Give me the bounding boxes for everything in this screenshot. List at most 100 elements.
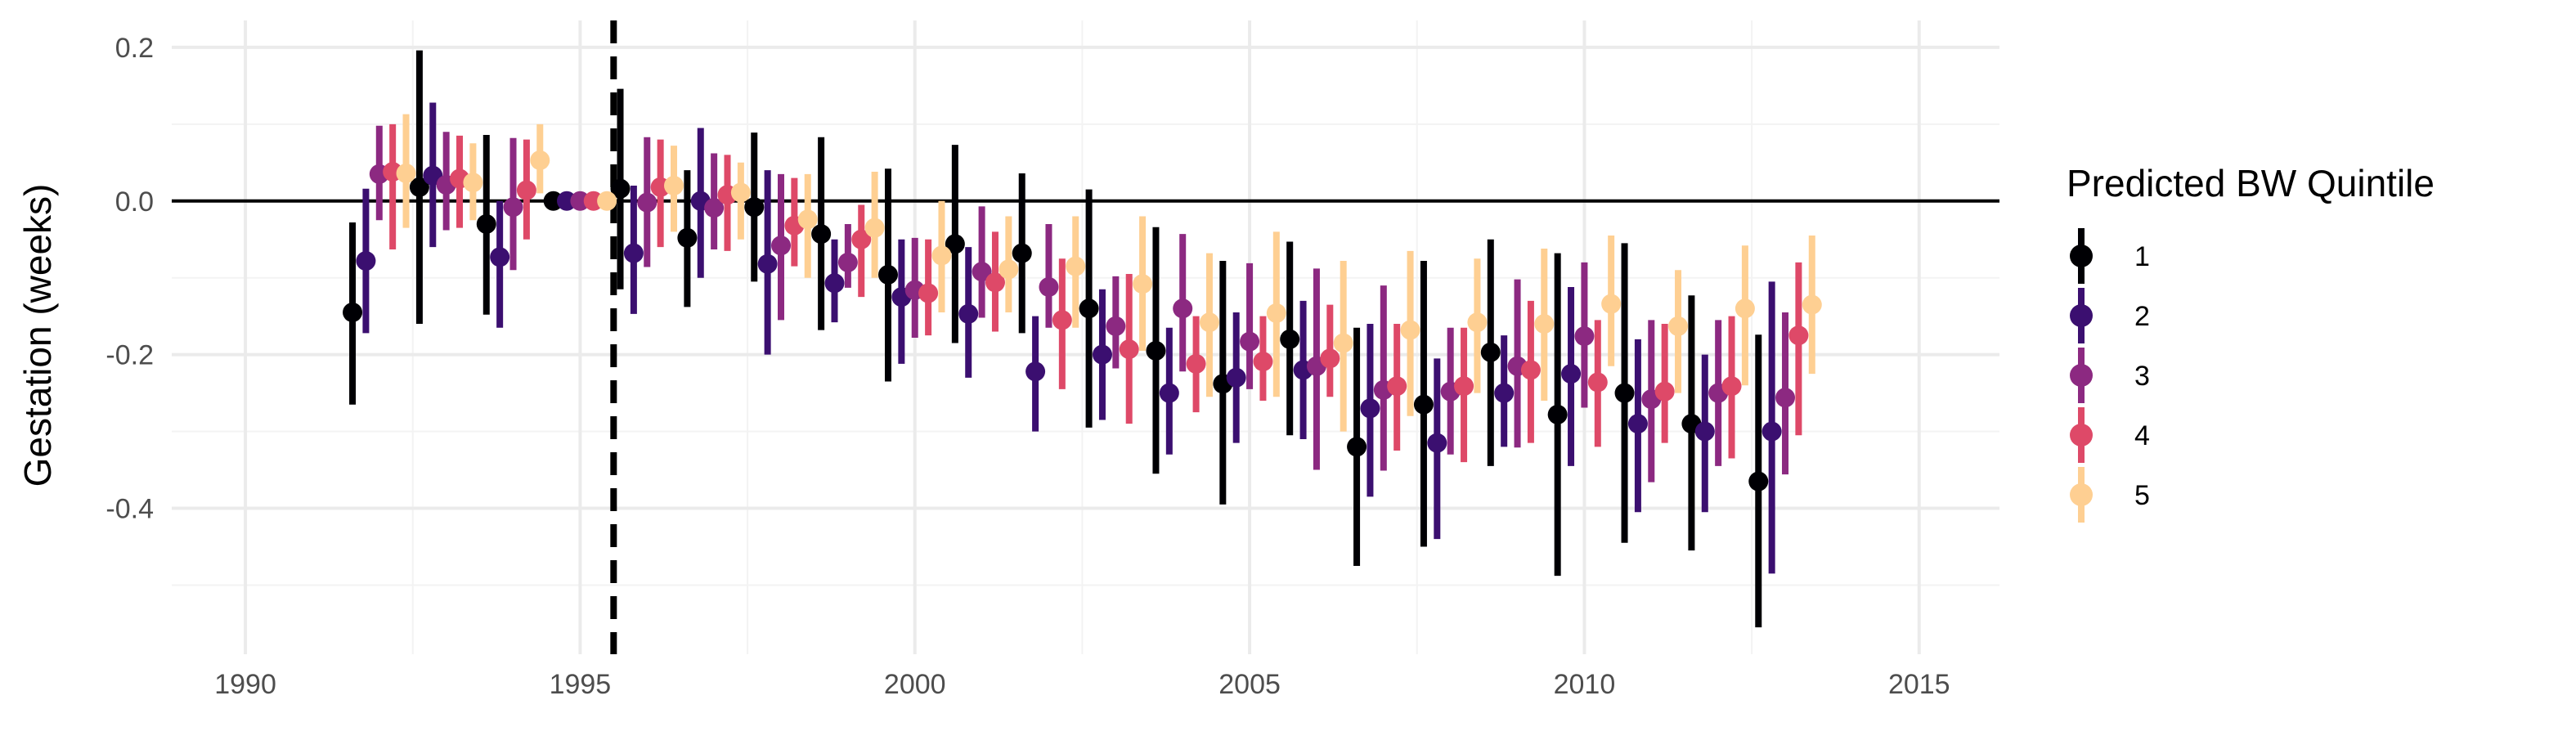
data-point xyxy=(1347,437,1367,457)
data-point xyxy=(999,259,1019,280)
legend-label: 1 xyxy=(2134,241,2150,272)
legend-label: 4 xyxy=(2134,420,2150,451)
data-point xyxy=(343,302,363,322)
data-point xyxy=(490,247,510,267)
data-point xyxy=(516,180,536,200)
data-point xyxy=(1400,320,1420,340)
data-point xyxy=(1802,294,1822,315)
data-point xyxy=(1079,298,1099,319)
data-point xyxy=(704,198,725,218)
data-point xyxy=(1614,383,1635,403)
data-point xyxy=(771,236,791,256)
data-point xyxy=(1494,383,1515,403)
data-point xyxy=(664,175,684,195)
y-tick-label: 0.0 xyxy=(115,186,154,218)
data-point xyxy=(530,150,550,170)
data-point xyxy=(1761,421,1782,442)
data-point xyxy=(1547,404,1568,424)
data-point xyxy=(476,213,496,234)
data-point xyxy=(597,191,617,211)
data-point xyxy=(1226,367,1246,388)
data-point xyxy=(1387,376,1407,397)
data-point xyxy=(958,303,979,324)
data-point xyxy=(1427,433,1447,453)
data-point xyxy=(918,283,939,303)
data-point xyxy=(1146,340,1166,361)
data-point xyxy=(985,272,1005,293)
y-tick-label: -0.2 xyxy=(105,340,154,371)
data-point xyxy=(1320,348,1340,369)
legend-key-point xyxy=(2070,483,2093,506)
data-point xyxy=(396,163,416,183)
series-1 xyxy=(343,50,1769,628)
x-tick-label: 2010 xyxy=(1554,669,1616,700)
data-point xyxy=(409,177,429,197)
data-point xyxy=(730,182,751,203)
data-point xyxy=(797,209,818,230)
data-point xyxy=(610,178,631,199)
y-axis-ticks: 0.2 0.0 -0.2 -0.4 xyxy=(105,33,154,525)
data-point xyxy=(623,243,644,263)
data-point xyxy=(1186,353,1206,374)
data-point xyxy=(637,192,657,213)
data-point xyxy=(972,262,992,282)
x-tick-label: 2015 xyxy=(1888,669,1950,700)
data-point xyxy=(824,273,845,294)
data-point xyxy=(356,251,376,272)
data-point xyxy=(1721,376,1742,397)
data-point xyxy=(1159,383,1179,403)
data-point xyxy=(931,245,952,266)
data-point xyxy=(1106,316,1126,336)
legend-label: 5 xyxy=(2134,480,2150,511)
data-point xyxy=(1694,421,1715,442)
data-point xyxy=(1280,329,1300,349)
reference-lines xyxy=(172,20,1999,654)
data-point xyxy=(1587,372,1608,393)
legend-item-3: 3 xyxy=(2070,348,2150,403)
data-point xyxy=(1467,312,1488,333)
data-point xyxy=(1480,342,1501,362)
data-point xyxy=(503,197,523,218)
legend-key-point xyxy=(2070,245,2093,267)
data-point xyxy=(1360,398,1380,419)
data-point xyxy=(1333,333,1353,353)
data-point xyxy=(1788,325,1809,346)
x-tick-label: 2000 xyxy=(884,669,946,700)
legend-key-point xyxy=(2070,424,2093,447)
legend-label: 3 xyxy=(2134,361,2150,392)
data-point xyxy=(1240,331,1260,352)
legend-key-point xyxy=(2070,304,2093,327)
data-point xyxy=(1039,276,1059,297)
data-point xyxy=(1601,294,1622,314)
legend: Predicted BW Quintile 1 2 3 4 5 xyxy=(2067,162,2435,523)
data-point xyxy=(1199,312,1219,333)
data-point xyxy=(1574,326,1595,347)
x-tick-label: 1995 xyxy=(550,669,612,700)
series-5 xyxy=(396,114,1822,432)
grid-lines xyxy=(172,20,1999,654)
data-point xyxy=(463,173,483,193)
data-point xyxy=(1735,298,1755,319)
data-point xyxy=(1266,303,1286,323)
y-axis-title: Gestation (weeks) xyxy=(16,184,59,487)
legend-title: Predicted BW Quintile xyxy=(2067,162,2435,204)
data-point xyxy=(1025,361,1046,382)
data-point xyxy=(837,252,858,272)
legend-item-4: 4 xyxy=(2070,407,2150,463)
data-point xyxy=(1253,352,1273,372)
data-point xyxy=(1627,414,1648,434)
data-point xyxy=(1748,471,1769,491)
x-tick-label: 2005 xyxy=(1218,669,1281,700)
legend-items: 1 2 3 4 5 xyxy=(2070,228,2150,523)
y-tick-label: -0.4 xyxy=(105,494,154,525)
data-point xyxy=(677,227,698,248)
legend-label: 2 xyxy=(2134,301,2150,332)
data-point xyxy=(744,197,765,218)
data-point xyxy=(1066,256,1086,276)
series-2 xyxy=(356,102,1782,574)
data-point xyxy=(1668,316,1689,336)
data-point xyxy=(851,229,872,249)
data-point xyxy=(1413,394,1434,415)
x-axis-ticks: 1990 1995 2000 2005 2010 2015 xyxy=(214,669,1950,700)
